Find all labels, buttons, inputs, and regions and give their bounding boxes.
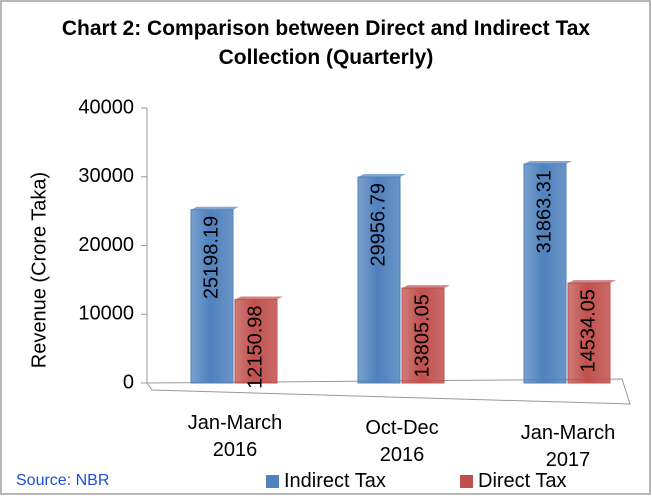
legend-swatch [266,475,279,488]
x-tick-label: Jan-March 2017 [520,422,616,471]
value-label: 31863.31 [533,170,555,253]
y-tick-label: 20000 [78,234,134,256]
value-label: 12150.98 [244,305,266,388]
bar [357,176,401,384]
y-tick-label: 0 [123,371,134,393]
y-tick-label: 10000 [78,303,134,325]
source-note: Source: NBR [16,472,110,489]
y-axis-label: Revenue (Crore Taka) [28,172,50,368]
y-tick-label: 40000 [78,96,134,118]
bar-top [524,160,572,164]
bar [190,209,234,384]
bar [567,282,611,384]
bar-top [402,285,450,289]
y-tick-label: 30000 [78,165,134,187]
value-label: 13805.05 [411,294,433,377]
bar [523,163,567,384]
value-label: 14534.05 [577,289,599,372]
legend-swatch [460,475,473,488]
legend-label: Direct Tax [478,470,567,492]
x-tick-label: Jan-March 2016 [187,412,283,461]
bar [234,298,278,384]
bar-top [191,206,239,210]
x-tick-label: Oct-Dec 2016 [365,417,439,466]
bar-top [568,280,616,284]
legend-label: Indirect Tax [284,470,386,492]
legend-item: Indirect Tax [266,470,386,493]
chart-title: Chart 2: Comparison between Direct and I… [61,17,591,69]
bar-top [235,296,283,300]
legend-item: Direct Tax [460,470,567,493]
value-label: 25198.19 [200,216,222,299]
bar-top [358,174,406,178]
floor [146,378,631,405]
value-label: 29956.79 [367,183,389,266]
